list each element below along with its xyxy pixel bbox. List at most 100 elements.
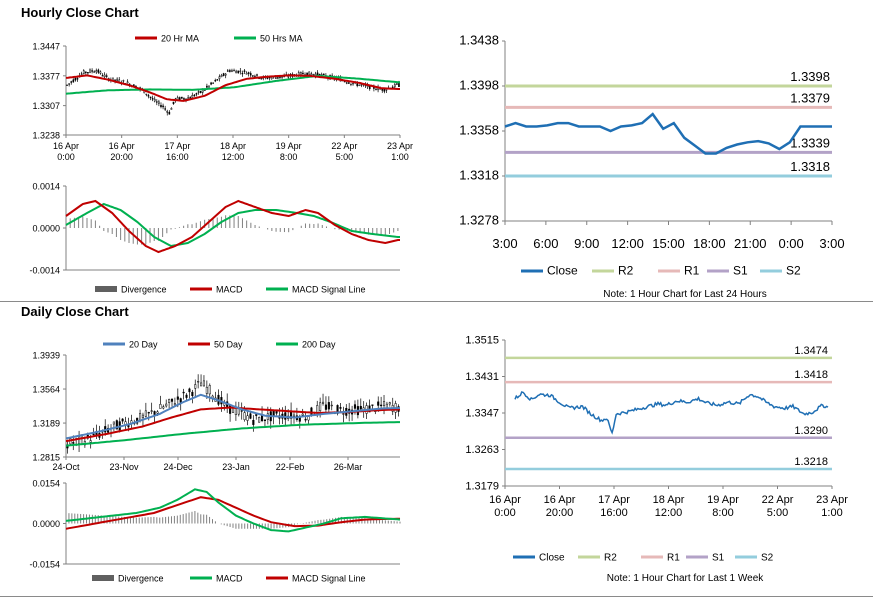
daily_macd-ytick-label: 0.0154 [32, 479, 60, 489]
hourly_price-candle-body [160, 105, 162, 107]
daily_price-candle-body [252, 419, 255, 425]
hourly_price-candle-body [70, 81, 73, 83]
hourly_price-xtick-label: 20:00 [110, 152, 133, 162]
hourly_price-candle-body [74, 77, 77, 81]
daily_price-candle-body [144, 410, 147, 417]
hourly_price-candle-body [270, 77, 273, 80]
hourly_price-candle-body [216, 79, 219, 81]
hourly_price-candle-body [300, 71, 302, 76]
hourly_price-candle-body [393, 83, 396, 88]
hourly_price-candle-body [247, 72, 250, 74]
daily_price-candle-body [330, 404, 333, 407]
hourly_levels-ytick-label: 1.3318 [459, 168, 499, 183]
hourly_price-xtick-label: 12:00 [222, 152, 245, 162]
daily_price-legend-label: 200 Day [302, 340, 336, 350]
daily_price-candle-body [115, 420, 118, 430]
daily_price-xtick-label: 23-Jan [222, 462, 250, 472]
daily_levels-xtick-label: 20:00 [546, 507, 574, 519]
hourly_price-candle-body [158, 101, 160, 104]
hourly_price-xtick-label: 22 Apr [331, 141, 357, 151]
daily_price-ytick-label: 1.3564 [32, 385, 60, 395]
daily_price-ma20-line [65, 393, 401, 440]
hourly_levels-xtick-label: 9:00 [574, 236, 599, 251]
daily_price-candle-body [78, 436, 81, 444]
daily_levels-legend-label: Close [539, 553, 565, 564]
hourly_price-candle-body [72, 79, 75, 83]
daily_levels-xtick-label: 23 Apr [816, 494, 848, 506]
hourly_price-candle-body [396, 83, 398, 85]
hourly_price-candle-body [153, 98, 156, 102]
hourly_price-candle-body [168, 111, 171, 115]
hourly_price-xtick-label: 18 Apr [220, 141, 246, 151]
hourly_price-candle-body [181, 96, 183, 99]
daily_price-candle-body [292, 414, 296, 417]
hourly_price-candle-body [233, 69, 235, 72]
daily_levels-xtick-label: 5:00 [767, 507, 788, 519]
hourly_price-xtick-label: 16:00 [166, 152, 189, 162]
hourly_price-candle-body [358, 84, 361, 86]
hourly_price-legend-label: 50 Hrs MA [260, 34, 303, 44]
hourly_macd-signal-line [65, 202, 400, 248]
daily_levels-level-s1-label: 1.3290 [794, 425, 828, 437]
daily_price-candle-body [191, 391, 194, 397]
daily_levels-ytick-label: 1.3347 [465, 408, 499, 420]
daily_price-candle-body [263, 419, 266, 421]
daily_levels-xtick-label: 0:00 [494, 507, 515, 519]
hourly_levels-xtick-label: 6:00 [533, 236, 558, 251]
daily_price-candle-body [176, 396, 179, 400]
daily_levels-xtick-label: 22 Apr [762, 494, 794, 506]
daily_price-candle-body [173, 403, 176, 406]
daily_price-xtick-label: 26-Mar [334, 462, 363, 472]
hourly_price-xtick-label: 5:00 [336, 152, 354, 162]
hourly_levels-ytick-label: 1.3438 [459, 33, 499, 48]
daily_levels-level-s2-label: 1.3218 [794, 456, 828, 468]
hourly_price-candle-body [302, 72, 304, 75]
daily_price-xtick-label: 22-Feb [276, 462, 305, 472]
hourly_price-candle-body [99, 71, 102, 74]
daily_macd-legend-label: MACD [216, 574, 243, 584]
daily_price-candle-body [156, 411, 159, 414]
hourly_price-ytick-label: 1.3307 [32, 101, 60, 111]
daily_macd-macd-line [65, 488, 401, 533]
daily_price-candle-body [194, 384, 197, 389]
hourly_levels-level-s2-label: 1.3318 [790, 159, 830, 174]
hourly_price-candle-body [116, 78, 118, 81]
daily_price-ytick-label: 1.2815 [32, 453, 60, 463]
hourly_price-candle-body [189, 97, 192, 99]
hourly_price-candle-body [101, 75, 104, 77]
daily_price-candle-body [380, 404, 383, 407]
daily_price-legend-label: 20 Day [129, 340, 158, 350]
daily_price-candle-body [182, 391, 185, 394]
hourly_price-candle-body [208, 85, 210, 88]
daily_price-candle-body [179, 398, 182, 403]
hourly_price-candle-body [76, 78, 79, 80]
hourly_price-candle-body [345, 82, 348, 84]
hourly_price-candle-body [310, 73, 313, 76]
hourly_price-candle-body [122, 80, 125, 82]
hourly_price-candle-body [212, 82, 214, 84]
hourly_price-candle-body [360, 84, 363, 86]
daily_levels-xtick-label: 16 Apr [544, 494, 576, 506]
hourly_price-candle-body [222, 73, 225, 76]
hourly_levels-legend-label: Close [547, 264, 578, 278]
hourly_price-candle-body [85, 71, 87, 73]
daily_price-candle-body [162, 406, 165, 409]
hourly_price-candle-body [193, 94, 196, 97]
hourly_price-candle-body [224, 73, 227, 76]
hourly_price-candle-body [356, 83, 359, 86]
hourly_price-ma50-line [65, 74, 400, 95]
daily-note: Note: 1 Hour Chart for Last 1 Week [606, 573, 764, 584]
daily_price-candle-body [170, 398, 174, 402]
daily_levels-ytick-label: 1.3179 [465, 481, 499, 493]
hourly_price-candle-body [95, 70, 98, 73]
hourly_price-candle-body [229, 70, 231, 72]
daily_price-candle-body [202, 380, 206, 387]
hourly_price-candle-body [398, 83, 400, 88]
daily_price-candle-body [377, 401, 380, 406]
hourly_price-candle-body [239, 70, 242, 73]
hourly_price-candle-body [68, 83, 70, 85]
daily_price-xtick-label: 23-Nov [109, 462, 139, 472]
daily_price-candle-body [316, 405, 319, 414]
daily_levels-xtick-label: 19 Apr [707, 494, 739, 506]
hourly_price-xtick-label: 0:00 [57, 152, 75, 162]
